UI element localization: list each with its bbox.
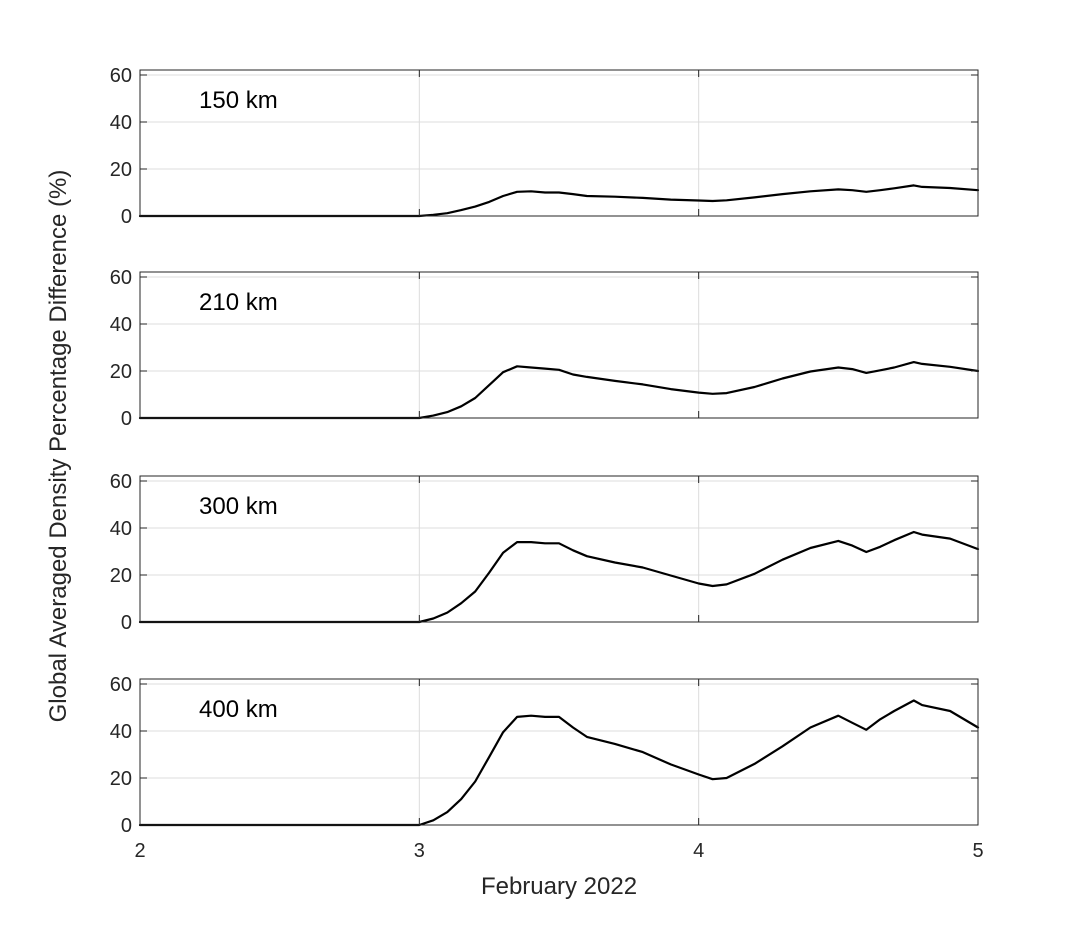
plot-area bbox=[140, 476, 978, 622]
y-tick-label: 0 bbox=[121, 206, 132, 228]
axes-box bbox=[139, 271, 979, 419]
series-line-1 bbox=[138, 184, 980, 218]
x-tick-label: 5 bbox=[972, 840, 983, 862]
panel-label: 400 km bbox=[199, 696, 278, 723]
y-tick-label: 60 bbox=[110, 471, 132, 493]
y-tick-label: 40 bbox=[110, 721, 132, 743]
panel-1: 0 20 40 60 150 km bbox=[110, 65, 980, 228]
plot-area bbox=[140, 679, 978, 825]
y-tick-label: 60 bbox=[110, 674, 132, 696]
x-tick-label: 2 bbox=[134, 840, 145, 862]
y-tick-label: 40 bbox=[110, 112, 132, 134]
panel-label: 210 km bbox=[199, 289, 278, 316]
x-tick-label: 4 bbox=[693, 840, 704, 862]
y-tick-label: 20 bbox=[110, 361, 132, 383]
y-tick-label: 60 bbox=[110, 65, 132, 87]
panel-label: 300 km bbox=[199, 493, 278, 520]
plot-area bbox=[140, 272, 978, 418]
y-tick-label: 20 bbox=[110, 159, 132, 181]
y-axis-title: Global Averaged Density Percentage Diffe… bbox=[45, 170, 72, 723]
axes-box bbox=[139, 69, 979, 217]
y-tick-label: 0 bbox=[121, 815, 132, 837]
series-line-1 bbox=[138, 530, 980, 624]
y-tick-label: 60 bbox=[110, 267, 132, 289]
axes-box bbox=[139, 678, 979, 826]
y-tick-label: 20 bbox=[110, 565, 132, 587]
y-tick-label: 40 bbox=[110, 314, 132, 336]
y-tick-label: 40 bbox=[110, 518, 132, 540]
panel-3: 0 20 40 60 300 km bbox=[110, 471, 980, 634]
y-tick-label: 0 bbox=[121, 408, 132, 430]
series-line-1 bbox=[138, 699, 980, 827]
panel-2: 0 20 40 60 210 km bbox=[110, 267, 980, 430]
x-tick-label: 3 bbox=[414, 840, 425, 862]
y-tick-label: 20 bbox=[110, 768, 132, 790]
axes-box bbox=[139, 475, 979, 623]
panel-label: 150 km bbox=[199, 87, 278, 114]
panel-4: 0 20 40 60 2 3 4 5 400 km bbox=[110, 674, 984, 862]
x-axis-title: February 2022 bbox=[481, 873, 637, 900]
series-line-1 bbox=[138, 361, 980, 420]
y-tick-label: 0 bbox=[121, 612, 132, 634]
